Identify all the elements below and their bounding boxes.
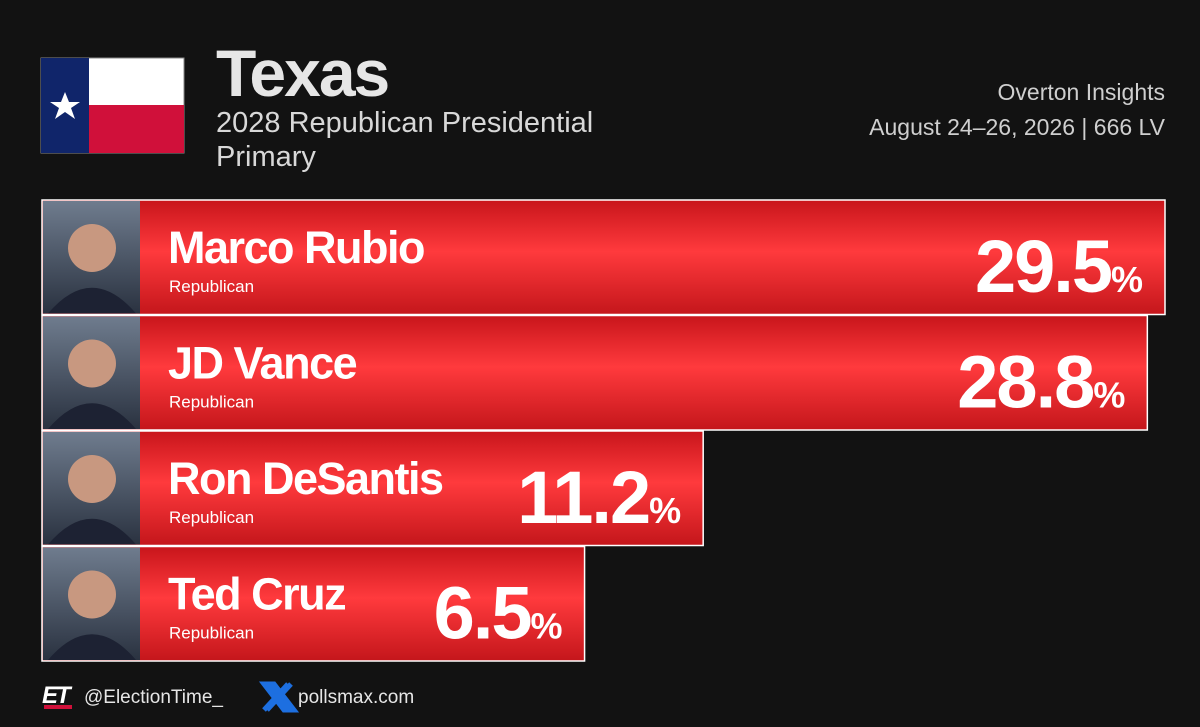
photo-body bbox=[48, 518, 136, 545]
value-number: 29.5 bbox=[975, 225, 1112, 308]
value-number: 11.2 bbox=[517, 456, 649, 539]
value-unit: % bbox=[649, 490, 681, 531]
photo-head bbox=[68, 455, 116, 503]
value-label: 11.2% bbox=[517, 456, 681, 539]
value-label: 29.5% bbox=[975, 225, 1143, 308]
bar bbox=[41, 430, 704, 547]
photo-body bbox=[48, 403, 136, 429]
candidate-name: Ted Cruz bbox=[168, 569, 345, 620]
photo-head bbox=[68, 339, 116, 388]
candidate-name: Marco Rubio bbox=[168, 222, 424, 273]
candidate-name: Ron DeSantis bbox=[168, 453, 443, 504]
chart-title: Texas bbox=[216, 36, 388, 110]
bar bbox=[41, 314, 1149, 431]
value-number: 28.8 bbox=[957, 341, 1093, 424]
photo-head bbox=[68, 224, 116, 272]
party-label: Republican bbox=[169, 624, 254, 643]
footer-site: pollsmax.com bbox=[298, 687, 414, 708]
footer-logo: ET bbox=[42, 682, 73, 709]
value-unit: % bbox=[1111, 259, 1143, 300]
value-unit: % bbox=[1093, 375, 1125, 416]
value-unit: % bbox=[531, 606, 563, 647]
value-number: 6.5 bbox=[434, 572, 532, 655]
bar bbox=[41, 199, 1166, 316]
field-dates: August 24–26, 2026 | 666 LV bbox=[869, 114, 1166, 140]
photo-body bbox=[48, 287, 136, 314]
candidate-name: JD Vance bbox=[168, 338, 357, 389]
party-label: Republican bbox=[169, 508, 254, 527]
subtitle-box: 2028 Republican Presidential Primary bbox=[216, 107, 594, 173]
value-label: 6.5% bbox=[434, 572, 563, 655]
footer-handle: @ElectionTime_ bbox=[84, 687, 223, 708]
flag bbox=[40, 57, 185, 154]
photo-body bbox=[48, 634, 136, 660]
party-label: Republican bbox=[169, 393, 254, 412]
value-label: 28.8% bbox=[957, 341, 1125, 424]
pollster: Overton Insights bbox=[998, 79, 1165, 105]
chart-subtitle: 2028 Republican Presidential Primary bbox=[216, 107, 594, 173]
x-icon bbox=[258, 681, 300, 713]
photo-head bbox=[68, 570, 116, 619]
party-label: Republican bbox=[169, 277, 254, 296]
